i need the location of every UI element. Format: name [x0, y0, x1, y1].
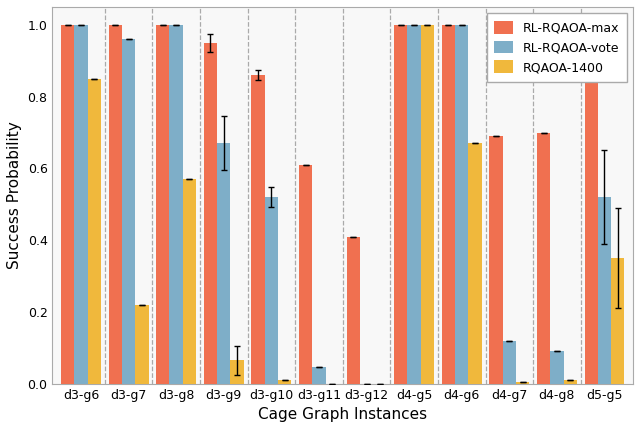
Legend: RL-RQAOA-max, RL-RQAOA-vote, RQAOA-1400: RL-RQAOA-max, RL-RQAOA-vote, RQAOA-1400 — [486, 13, 627, 82]
Bar — [584, 36, 598, 384]
Bar — [265, 197, 278, 384]
Bar — [170, 25, 183, 384]
Bar — [537, 133, 550, 384]
Bar — [502, 341, 516, 384]
Bar — [550, 351, 564, 384]
Bar — [122, 39, 135, 384]
Bar — [299, 165, 312, 384]
Bar — [204, 43, 217, 384]
Bar — [217, 143, 230, 384]
Bar — [420, 25, 434, 384]
Bar — [611, 258, 625, 384]
Bar — [598, 197, 611, 384]
Bar — [442, 25, 455, 384]
X-axis label: Cage Graph Instances: Cage Graph Instances — [258, 407, 428, 422]
Bar — [109, 25, 122, 384]
Bar — [230, 360, 244, 384]
Bar — [252, 75, 265, 384]
Bar — [408, 25, 420, 384]
Bar — [183, 179, 196, 384]
Bar — [135, 305, 148, 384]
Bar — [278, 380, 291, 384]
Bar — [156, 25, 170, 384]
Bar — [564, 380, 577, 384]
Bar — [394, 25, 408, 384]
Bar — [61, 25, 74, 384]
Bar — [490, 136, 502, 384]
Bar — [88, 79, 101, 384]
Y-axis label: Success Probability: Success Probability — [7, 121, 22, 269]
Bar — [74, 25, 88, 384]
Bar — [346, 236, 360, 384]
Bar — [516, 382, 529, 384]
Bar — [312, 368, 326, 384]
Bar — [455, 25, 468, 384]
Bar — [468, 143, 482, 384]
